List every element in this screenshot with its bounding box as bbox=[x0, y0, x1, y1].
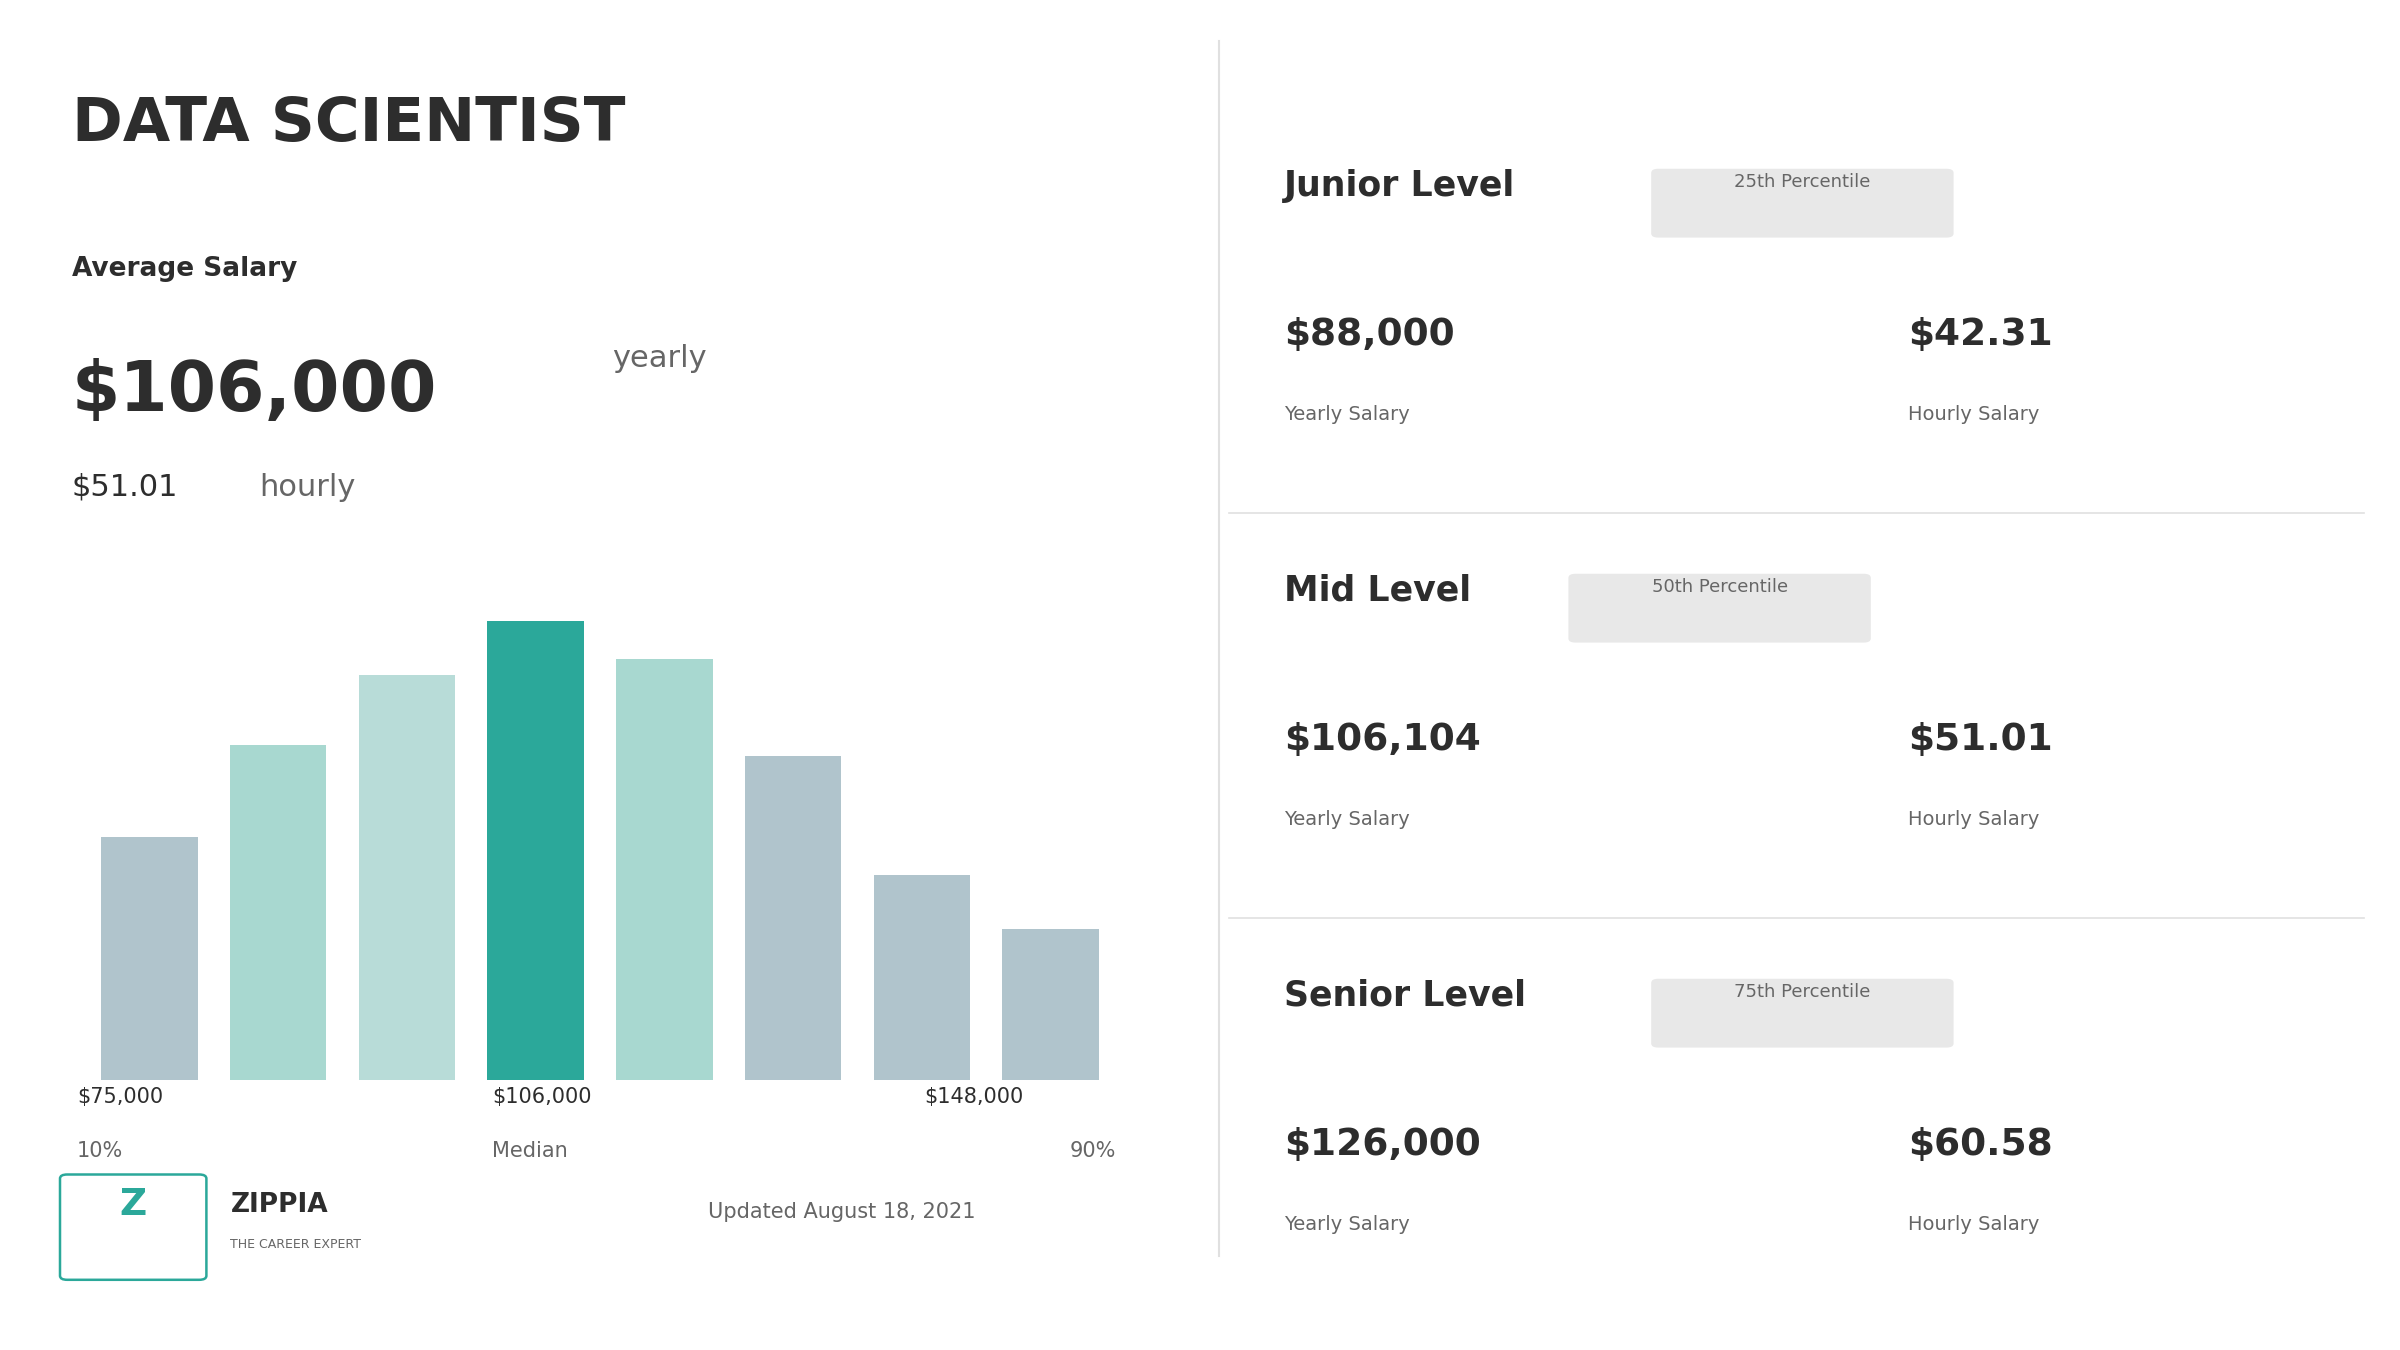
Bar bbox=[230, 745, 326, 1080]
Text: $106,000: $106,000 bbox=[72, 358, 437, 425]
Bar bbox=[1003, 929, 1099, 1080]
Text: $126,000: $126,000 bbox=[1284, 1127, 1481, 1164]
Bar bbox=[744, 756, 842, 1080]
Text: 25th Percentile: 25th Percentile bbox=[1735, 173, 1870, 190]
Text: ZIPPIA: ZIPPIA bbox=[230, 1192, 329, 1218]
Text: $106,104: $106,104 bbox=[1284, 722, 1481, 759]
Text: Junior Level: Junior Level bbox=[1284, 169, 1514, 202]
Text: $106,000: $106,000 bbox=[492, 1087, 590, 1107]
Text: Senior Level: Senior Level bbox=[1284, 979, 1526, 1012]
Text: $51.01: $51.01 bbox=[1908, 722, 2052, 759]
Text: $75,000: $75,000 bbox=[77, 1087, 163, 1107]
Text: Z: Z bbox=[120, 1187, 146, 1223]
Text: Yearly Salary: Yearly Salary bbox=[1284, 1215, 1409, 1234]
Text: 50th Percentile: 50th Percentile bbox=[1651, 578, 1788, 595]
Text: hourly: hourly bbox=[259, 472, 355, 501]
Text: $60.58: $60.58 bbox=[1908, 1127, 2052, 1164]
Text: Mid Level: Mid Level bbox=[1284, 574, 1471, 608]
Text: Average Salary: Average Salary bbox=[72, 256, 298, 282]
Text: $148,000: $148,000 bbox=[924, 1087, 1022, 1107]
Text: 75th Percentile: 75th Percentile bbox=[1735, 983, 1870, 1000]
Text: Median: Median bbox=[492, 1141, 569, 1161]
Text: Hourly Salary: Hourly Salary bbox=[1908, 1215, 2040, 1234]
Bar bbox=[487, 621, 583, 1080]
Bar bbox=[617, 659, 713, 1080]
Text: DATA SCIENTIST: DATA SCIENTIST bbox=[72, 95, 626, 154]
Text: $42.31: $42.31 bbox=[1908, 317, 2052, 354]
Text: $88,000: $88,000 bbox=[1284, 317, 1454, 354]
Text: 10%: 10% bbox=[77, 1141, 122, 1161]
Text: Yearly Salary: Yearly Salary bbox=[1284, 810, 1409, 829]
Text: Yearly Salary: Yearly Salary bbox=[1284, 405, 1409, 424]
Text: $51.01: $51.01 bbox=[72, 472, 178, 501]
Text: Updated August 18, 2021: Updated August 18, 2021 bbox=[708, 1202, 974, 1222]
Text: yearly: yearly bbox=[612, 344, 706, 373]
Text: Hourly Salary: Hourly Salary bbox=[1908, 810, 2040, 829]
Text: THE CAREER EXPERT: THE CAREER EXPERT bbox=[230, 1238, 362, 1251]
Bar bbox=[358, 675, 456, 1080]
Bar bbox=[101, 837, 197, 1080]
Bar bbox=[874, 875, 970, 1080]
Text: Hourly Salary: Hourly Salary bbox=[1908, 405, 2040, 424]
Text: 90%: 90% bbox=[1070, 1141, 1116, 1161]
